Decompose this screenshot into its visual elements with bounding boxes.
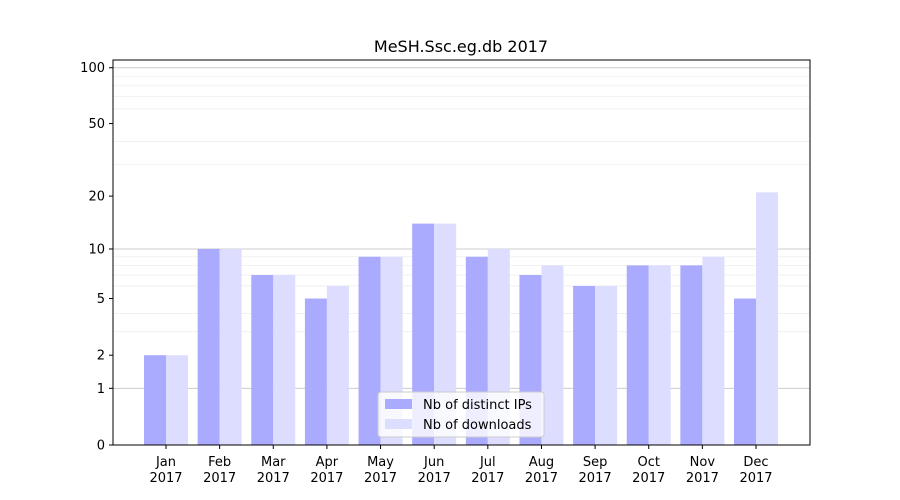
x-tick-label-year: 2017 <box>418 471 451 486</box>
bar-ips <box>251 275 274 445</box>
bar-ips <box>734 298 756 445</box>
bar-downloads <box>166 355 188 445</box>
x-tick-label-year: 2017 <box>632 471 665 486</box>
bar-ips <box>304 298 327 445</box>
x-tick-label-year: 2017 <box>257 471 290 486</box>
x-tick-label-month: Apr <box>316 455 339 470</box>
x-tick-label-year: 2017 <box>579 471 612 486</box>
legend-label: Nb of distinct IPs <box>423 398 532 413</box>
x-tick-label-year: 2017 <box>525 471 558 486</box>
x-tick-label-month: Aug <box>529 455 554 470</box>
y-tick-label: 20 <box>88 190 105 205</box>
x-tick-label-month: Jul <box>479 455 496 470</box>
bar-downloads <box>326 285 349 445</box>
x-tick-label-month: Feb <box>208 455 231 470</box>
x-tick-label-year: 2017 <box>364 471 397 486</box>
bar-ips <box>358 256 381 445</box>
x-tick-label-year: 2017 <box>310 471 343 486</box>
x-tick-label-month: Jan <box>155 455 176 470</box>
y-tick-label: 50 <box>88 117 105 132</box>
x-tick-label-year: 2017 <box>471 471 504 486</box>
legend-box <box>377 391 545 438</box>
bar-downloads <box>595 285 618 445</box>
x-tick-label-month: Sep <box>583 455 608 470</box>
x-tick-label-month: Jun <box>423 455 444 470</box>
legend-swatch <box>385 419 412 429</box>
y-tick-label: 2 <box>97 349 105 364</box>
legend-swatch <box>385 399 412 409</box>
x-tick-label-month: Mar <box>261 455 286 470</box>
x-tick-label-year: 2017 <box>149 471 182 486</box>
x-tick-label-year: 2017 <box>686 471 719 486</box>
bar-ips <box>197 248 220 445</box>
bar-downloads <box>702 256 725 445</box>
x-tick-label-month: Dec <box>743 455 768 470</box>
y-tick-label: 10 <box>88 242 105 257</box>
x-tick-label-year: 2017 <box>203 471 236 486</box>
bar-ips <box>412 223 435 445</box>
bar-downloads <box>756 192 778 445</box>
bar-downloads <box>219 248 242 445</box>
legend-label: Nb of downloads <box>423 418 532 433</box>
legend: Nb of distinct IPs Nb of downloads <box>377 391 545 438</box>
y-tick-label: 1 <box>97 382 105 397</box>
bar-downloads <box>434 223 457 445</box>
chart-title: MeSH.Ssc.eg.db 2017 <box>374 37 548 56</box>
bar-ips <box>573 285 596 445</box>
x-tick-label-year: 2017 <box>739 471 772 486</box>
plot-frame <box>112 59 811 446</box>
x-axis: Jan2017Feb2017Mar2017Apr2017May2017Jun20… <box>149 445 773 486</box>
y-tick-label: 100 <box>80 61 105 76</box>
bar-downloads <box>273 275 296 445</box>
bar-ips <box>626 265 649 445</box>
y-tick-label: 5 <box>97 292 105 307</box>
y-axis: 0 1 2 5 10 20 50 100 <box>80 61 113 454</box>
x-tick-label-month: May <box>367 455 394 470</box>
x-tick-label-month: Nov <box>690 455 716 470</box>
bar-downloads <box>648 265 671 445</box>
x-tick-label-month: Oct <box>637 455 659 470</box>
y-tick-label: 0 <box>97 439 105 454</box>
bar-downloads <box>541 265 564 445</box>
bar-ips <box>680 265 703 445</box>
bar-ips <box>144 355 166 445</box>
